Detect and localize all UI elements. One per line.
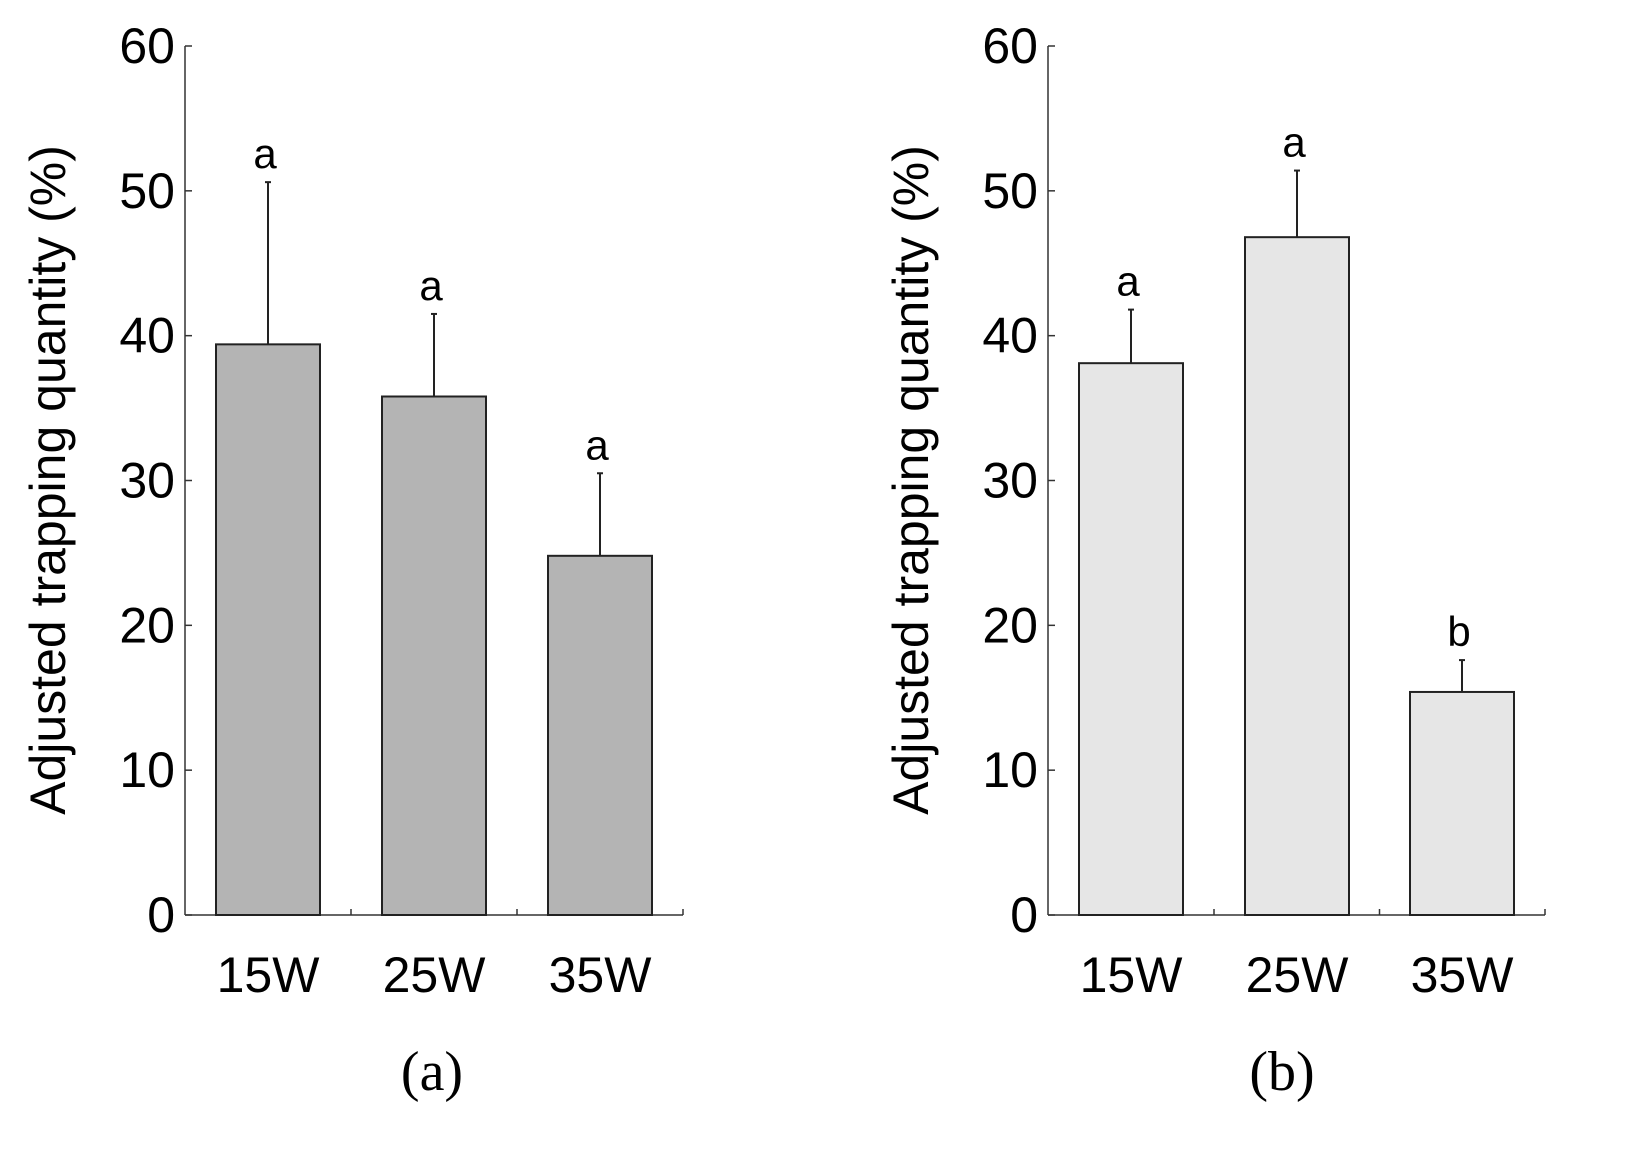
- significance-label: b: [1447, 608, 1470, 655]
- panel-label: (b): [1249, 1041, 1314, 1103]
- y-tick-label: 10: [982, 742, 1038, 798]
- x-tick-label: 15W: [1080, 947, 1184, 1003]
- significance-label: a: [1116, 258, 1140, 305]
- bar: [215, 343, 321, 916]
- y-tick-label: 50: [119, 163, 175, 219]
- y-tick-label: 50: [982, 163, 1038, 219]
- bar: [547, 554, 653, 917]
- significance-label: a: [253, 130, 277, 177]
- significance-label: a: [585, 421, 609, 468]
- significance-label: a: [1282, 119, 1306, 166]
- x-tick-label: 25W: [383, 947, 487, 1003]
- x-tick-label: 35W: [1411, 947, 1515, 1003]
- y-tick-label: 0: [147, 887, 175, 943]
- bar: [1409, 690, 1515, 916]
- bar: [381, 395, 487, 917]
- y-tick-label: 0: [1010, 887, 1038, 943]
- y-tick-label: 40: [982, 308, 1038, 364]
- y-tick-label: 40: [119, 308, 175, 364]
- y-tick-label: 30: [119, 453, 175, 509]
- y-tick-label: 20: [119, 597, 175, 653]
- y-tick-label: 20: [982, 597, 1038, 653]
- y-tick-label: 60: [119, 18, 175, 74]
- y-tick-label: 30: [982, 453, 1038, 509]
- y-axis-label: Adjusted trapping quantity (%): [883, 145, 939, 815]
- y-tick-label: 60: [982, 18, 1038, 74]
- x-tick-label: 35W: [549, 947, 653, 1003]
- panel-b: 0 10 20 30 40 50 60 a 15W a 25W b 35W Adjusted trappi…: [883, 18, 1546, 1103]
- x-tick-label: 15W: [217, 947, 321, 1003]
- significance-label: a: [419, 262, 443, 309]
- y-axis-label: Adjusted trapping quantity (%): [20, 145, 76, 815]
- panel-label: (a): [401, 1041, 463, 1103]
- bar: [1244, 236, 1350, 916]
- y-tick-label: 10: [119, 742, 175, 798]
- panel-a: 0 10 20 30 40 50 60 a 15W a 25W a 35W Adjusted trappi…: [20, 18, 684, 1103]
- bar: [1078, 362, 1184, 916]
- x-tick-label: 25W: [1246, 947, 1350, 1003]
